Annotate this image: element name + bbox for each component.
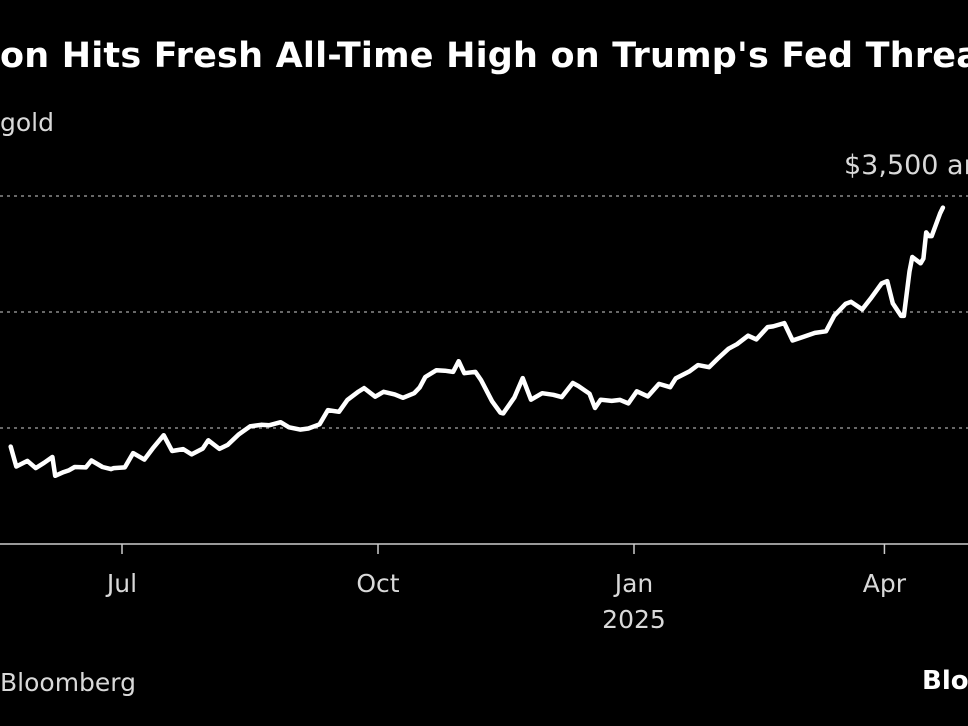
x-tick-label-0: Jul [105,569,137,598]
x-tick-sublabel-2: 2025 [602,605,666,634]
x-axis-ticks: Jul Oct Jan 2025 Apr [105,544,907,634]
gold-price-series-line [8,205,946,479]
chart-subtitle: gold [0,108,54,137]
price-annotation: $3,500 ar [844,150,968,181]
chart-title: on Hits Fresh All-Time High on Trump's F… [0,36,968,76]
x-tick-label-2: Jan [613,569,654,598]
x-tick-label-3: Apr [863,569,907,598]
source-text: Bloomberg [0,668,136,697]
y-gridlines [0,195,968,429]
x-tick-label-1: Oct [356,569,399,598]
bloomberg-logo: Bloo [922,666,968,696]
